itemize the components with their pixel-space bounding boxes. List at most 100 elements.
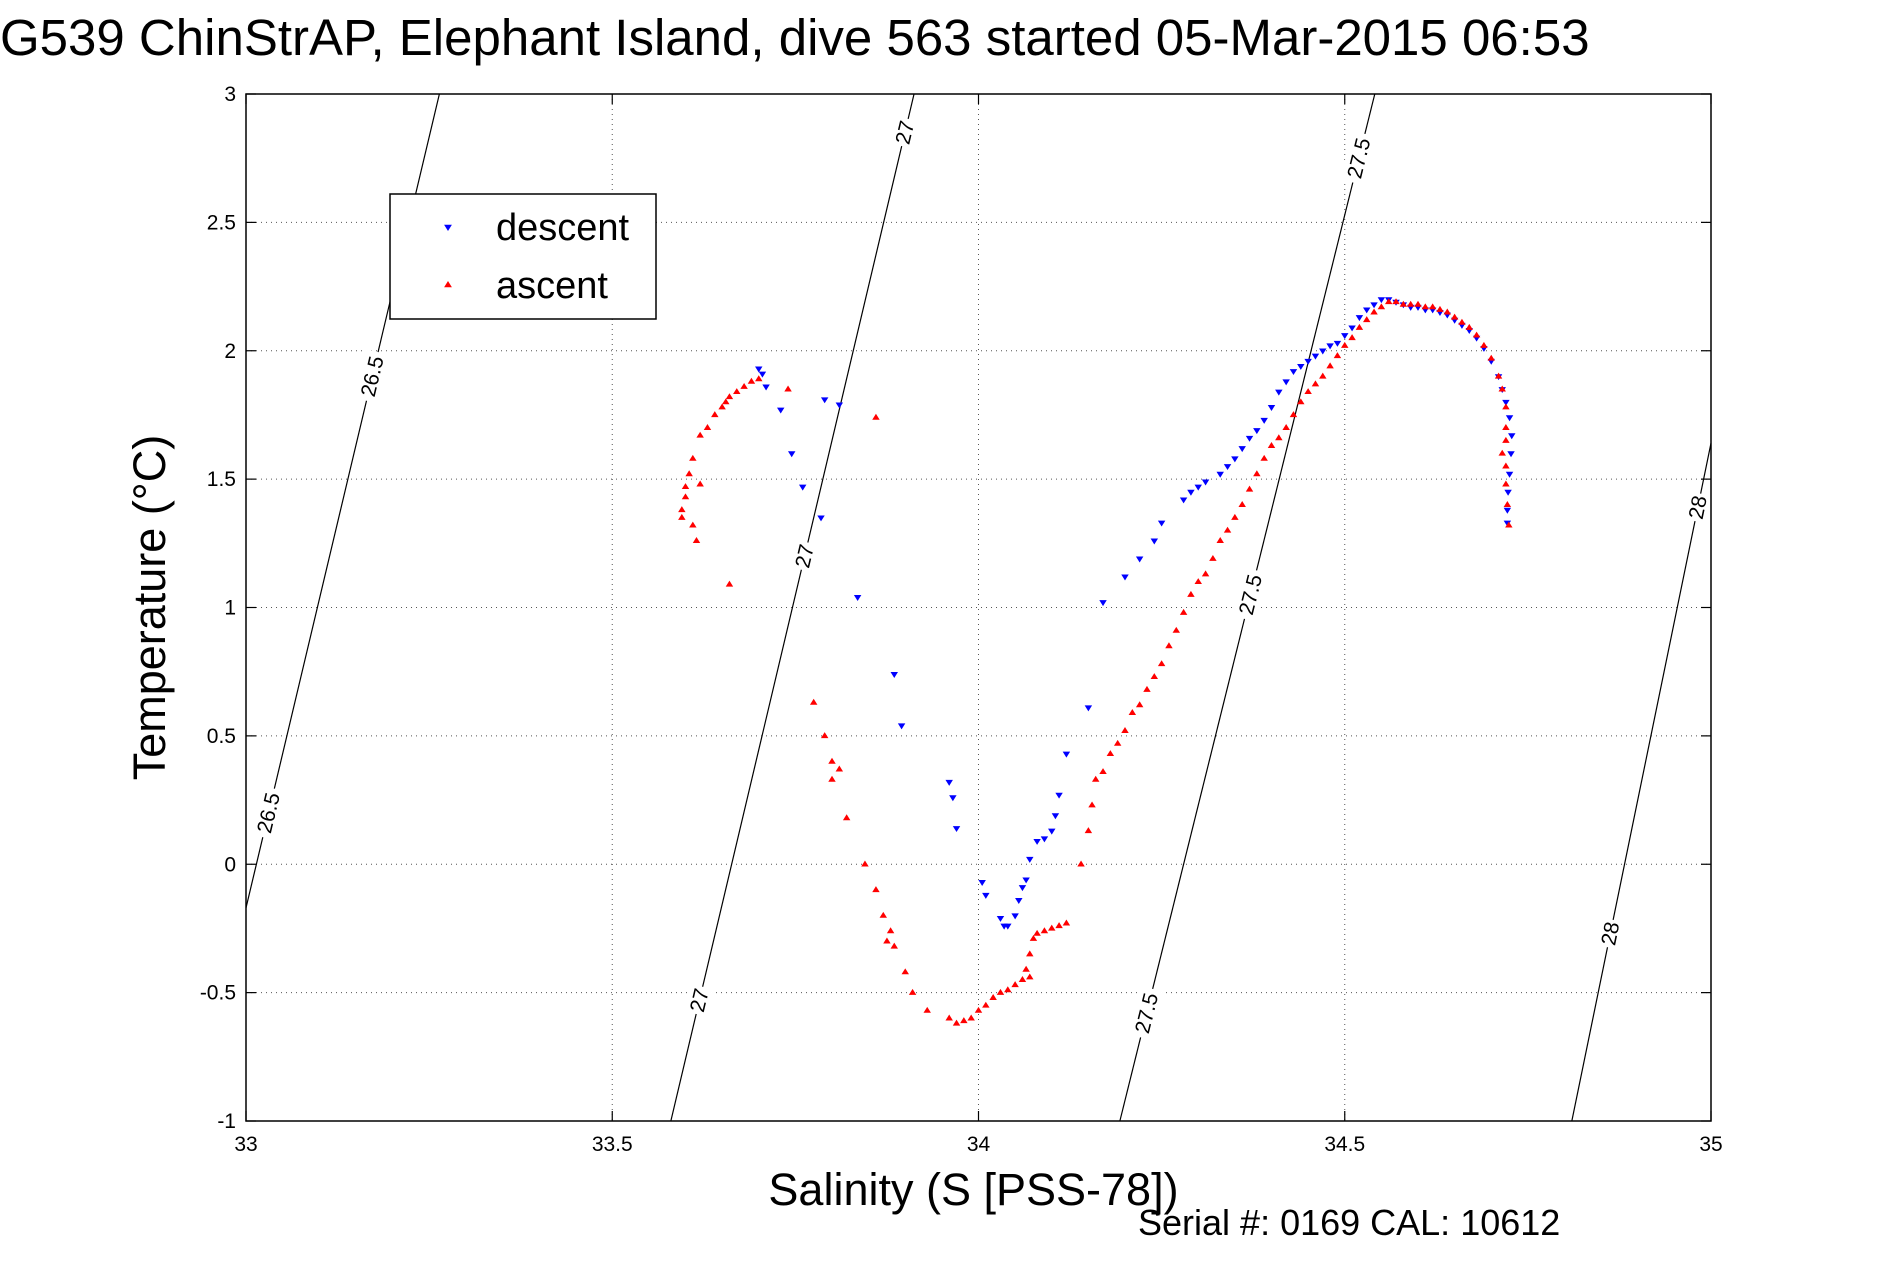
ascent-point (1121, 726, 1129, 733)
descent-point (1304, 358, 1312, 365)
descent-point (1135, 556, 1144, 563)
ascent-point (1289, 411, 1298, 418)
descent-point (1326, 343, 1334, 350)
ascent-point (1275, 434, 1283, 441)
ascent-point (1458, 318, 1466, 325)
descent-point (787, 451, 796, 458)
ascent-point (1326, 362, 1334, 369)
ascent-point (1498, 449, 1506, 456)
ascent-point (1106, 750, 1115, 757)
ascent-point (747, 377, 756, 384)
descent-point (1048, 828, 1056, 835)
ascent-point (1209, 554, 1217, 561)
descent-point (1022, 877, 1030, 884)
descent-point (1502, 399, 1510, 406)
isopycnal-label-group: 26.5 (250, 785, 287, 841)
ascent-point (1029, 934, 1038, 941)
descent-point (1238, 446, 1246, 453)
isopycnal-label: 27 (686, 986, 714, 1014)
ascent-point (1113, 739, 1122, 746)
isopycnal-label-bg (1231, 567, 1270, 623)
descent-point (1504, 489, 1512, 496)
descent-point (1018, 885, 1027, 892)
ascent-point (703, 424, 712, 430)
ascent-point (1355, 323, 1364, 330)
descent-point (1084, 705, 1093, 712)
descent-point (982, 892, 990, 899)
ascent-point (685, 470, 693, 477)
descent-point (798, 484, 807, 491)
descent-point (762, 384, 770, 391)
ascent-point (1165, 642, 1173, 649)
ascent-point (1465, 323, 1474, 330)
ascent-point (901, 968, 909, 975)
descent-point (945, 779, 953, 786)
ascent-point (755, 375, 763, 382)
isopycnal-label-group: 27 (683, 983, 716, 1017)
legend-box (389, 193, 657, 320)
ascent-point (952, 1019, 961, 1026)
descent-point (897, 723, 906, 730)
ascent-point (1502, 424, 1510, 430)
ascent-point (1055, 922, 1063, 929)
ascent-point (982, 1001, 990, 1008)
ascent-point (1260, 454, 1268, 461)
ascent-point (967, 1014, 975, 1021)
descent-point (1377, 297, 1386, 304)
ascent-point (886, 927, 895, 934)
y-tick-label: 3 (224, 83, 236, 106)
descent-point (777, 407, 785, 414)
series-ascent (678, 298, 1513, 1026)
descent-point (1223, 464, 1232, 471)
ascent-point (1503, 501, 1512, 507)
legend: descent ascent (389, 193, 657, 320)
ascent-point (1502, 480, 1510, 487)
ascent-point (1428, 303, 1437, 310)
ascent-point (1238, 501, 1246, 507)
ascent-point (945, 1014, 953, 1021)
ascent-point (1502, 436, 1510, 443)
ascent-point (784, 385, 792, 392)
descent-point (1289, 369, 1298, 376)
descent-point (755, 366, 763, 373)
ascent-point (1267, 441, 1276, 448)
descent-point (1341, 333, 1349, 340)
isopycnal-label: 27.5 (1235, 572, 1267, 617)
descent-point (1348, 325, 1356, 332)
isopycnal-label-group: 27.5 (1340, 130, 1378, 186)
descent-point (1033, 838, 1041, 845)
descent-point (1503, 507, 1512, 514)
ascent-point (1048, 924, 1056, 931)
ascent-point (890, 942, 898, 949)
ascent-point (689, 521, 697, 528)
isopycnal-label-bg (788, 539, 821, 573)
isopycnal-label-bg (1127, 985, 1166, 1041)
descent-point (1253, 428, 1261, 435)
descent-point (1055, 792, 1063, 799)
isopycnal-label-group: 27.5 (1231, 567, 1270, 623)
descent-point (978, 880, 986, 886)
ascent-point (1341, 341, 1349, 348)
ascent-point (1091, 775, 1100, 782)
ascent-point (725, 580, 734, 587)
descent-point (853, 595, 862, 601)
legend-marker-ascent (444, 281, 452, 288)
descent-point (949, 795, 957, 802)
descent-point (1260, 417, 1268, 424)
y-tick-label: 1 (224, 597, 236, 620)
ascent-point (1201, 570, 1210, 577)
ascent-point (1172, 626, 1181, 633)
isopycnal-label: 26.5 (253, 790, 285, 835)
descent-point (820, 397, 829, 404)
isopycnal-label: 28 (1685, 494, 1712, 522)
series-descent (755, 297, 1516, 930)
ascent-point (835, 765, 844, 772)
ascent-point (1304, 388, 1312, 395)
descent-point (1355, 315, 1364, 322)
ascent-point (1088, 801, 1096, 808)
isopycnal-label-group: 27.5 (1127, 985, 1166, 1041)
ascent-point (820, 732, 829, 739)
descent-point (1179, 497, 1188, 504)
ascent-point (1319, 372, 1327, 379)
